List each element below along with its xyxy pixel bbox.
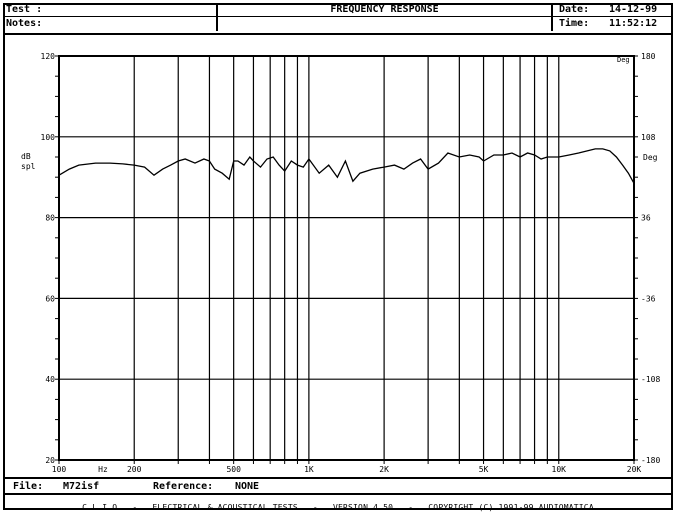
x-tick-label: 100 [52,465,67,474]
test-notes-cell: Test : Notes: [3,3,218,31]
plot-border [58,55,635,461]
y-tick-label-right: -180 [641,456,660,465]
reference-label: Reference: [153,481,214,492]
x-tick-label: 200 [127,465,142,474]
file-bar: File: M72isf Reference: NONE [3,477,673,495]
reference-value: NONE [235,481,260,492]
date-label: Date: [559,4,590,15]
y-unit-db: dB [21,152,31,161]
response-curve [58,148,635,184]
credits-bar: C L I O - ELECTRICAL & ACOUSTICAL TESTS … [3,495,673,512]
right-y-axis-labels: 180 108 36 -36 -108 -180 [641,52,660,465]
y-tick-label-left: 40 [45,375,55,384]
credits-text: C L I O - ELECTRICAL & ACOUSTICAL TESTS … [82,503,594,512]
x-tick-label: 2K [379,465,389,474]
test-row: Test : [3,3,216,17]
y-tick-label-right: -108 [641,375,660,384]
y-tick-label-right: 108 [641,133,656,142]
y-tick-label-right: -36 [641,294,656,303]
y-tick-label-left: 80 [45,214,55,223]
chart-title: FREQUENCY RESPONSE [330,4,439,15]
x-tick-label: 20K [627,465,642,474]
y-tick-label-right: 180 [641,52,656,61]
date-row: Date: 14-12-99 [553,3,673,17]
title-row: FREQUENCY RESPONSE [218,3,551,17]
right-axis-top-label: Deg [617,56,630,64]
plot-panel: 100 Hz 200 500 1K 2K 5K 10K 20K 120 100 80 60 40 20 1… [3,33,673,477]
vertical-gridlines [58,56,635,460]
header-panel: Test : Notes: FREQUENCY RESPONSE Date: 1… [3,3,673,33]
title-cell: FREQUENCY RESPONSE [218,3,553,31]
y-unit-spl: spl [21,162,36,171]
frequency-response-chart: 100 Hz 200 500 1K 2K 5K 10K 20K 120 100 80 60 40 20 1… [21,52,660,474]
x-tick-label: 10K [552,465,567,474]
test-label: Test : [6,4,43,15]
time-label: Time: [559,18,590,29]
y-tick-label-left: 100 [41,133,56,142]
notes-row: Notes: [3,17,216,31]
date-time-cell: Date: 14-12-99 Time: 11:52:12 [553,3,673,31]
date-value: 14-12-99 [609,4,658,15]
window-frame [3,3,673,510]
x-tick-label: Hz [98,465,108,474]
file-value: M72isf [63,481,100,492]
y-tick-label-left: 120 [41,52,56,61]
time-value: 11:52:12 [609,18,658,29]
time-row: Time: 11:52:12 [553,17,673,31]
y-tick-label-left: 20 [45,456,55,465]
axis-ticks [55,55,638,464]
left-y-axis-labels: 120 100 80 60 40 20 [41,52,56,465]
x-tick-label: 1K [304,465,314,474]
right-axis-unit: Deg [643,153,658,162]
x-tick-label: 500 [226,465,241,474]
y-tick-label-right: 36 [641,214,651,223]
x-axis-labels: 100 Hz 200 500 1K 2K 5K 10K 20K [52,465,642,474]
x-tick-label: 5K [479,465,489,474]
file-label: File: [13,481,44,492]
y-tick-label-left: 60 [45,294,55,303]
notes-label: Notes: [6,18,43,29]
